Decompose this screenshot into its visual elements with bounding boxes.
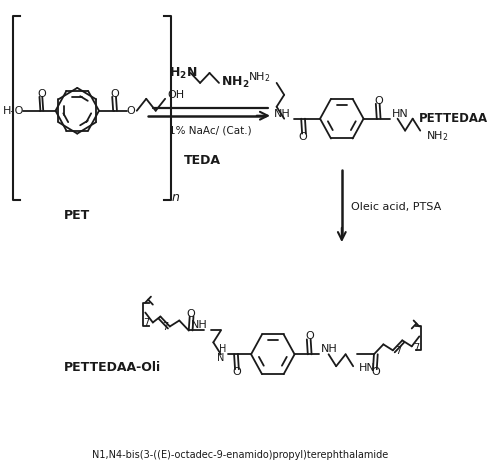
Text: N: N — [218, 353, 224, 363]
Text: 7: 7 — [394, 346, 401, 356]
Text: n: n — [172, 191, 179, 204]
Text: N1,N4-bis(3-((E)-octadec-9-enamido)propyl)terephthalamide: N1,N4-bis(3-((E)-octadec-9-enamido)propy… — [92, 450, 388, 460]
Text: 7: 7 — [414, 343, 420, 354]
Text: H: H — [219, 345, 226, 354]
Text: NH: NH — [274, 109, 291, 119]
Text: NH: NH — [191, 320, 208, 330]
Text: O: O — [126, 106, 136, 116]
Text: PETTEDAA-Oli: PETTEDAA-Oli — [64, 361, 161, 374]
Text: O: O — [306, 331, 314, 341]
Text: O: O — [232, 367, 241, 377]
Text: 1% NaAc/ (Cat.): 1% NaAc/ (Cat.) — [169, 126, 252, 135]
Text: HN: HN — [392, 109, 408, 119]
Text: OH: OH — [167, 90, 184, 100]
Text: NH: NH — [321, 345, 338, 354]
Text: HN: HN — [359, 363, 376, 373]
Text: H-O: H-O — [4, 106, 24, 116]
Text: O: O — [372, 367, 380, 377]
Text: PET: PET — [64, 209, 90, 222]
Text: $\bf{H_2N}$: $\bf{H_2N}$ — [169, 66, 197, 81]
Text: O: O — [186, 309, 195, 319]
Text: TEDA: TEDA — [184, 154, 220, 167]
Text: NH$_2$: NH$_2$ — [426, 130, 448, 143]
Text: PETTEDAA: PETTEDAA — [420, 112, 488, 125]
Text: O: O — [374, 96, 383, 106]
Text: Oleic acid, PTSA: Oleic acid, PTSA — [352, 202, 442, 212]
Text: $\bf{NH_2}$: $\bf{NH_2}$ — [221, 76, 250, 91]
Text: 7: 7 — [162, 322, 168, 332]
Text: NH$_2$: NH$_2$ — [248, 70, 271, 84]
Text: O: O — [298, 132, 308, 142]
Text: O: O — [110, 89, 120, 99]
Text: 7: 7 — [143, 319, 149, 329]
Text: O: O — [37, 89, 46, 99]
